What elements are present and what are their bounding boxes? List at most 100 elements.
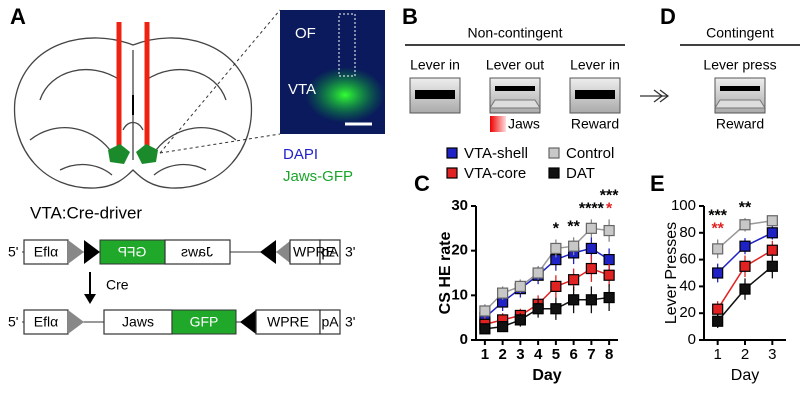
annotation: ****: [579, 201, 605, 218]
construct-after: 5' Eflα Jaws GFP WPRE pA 3': [8, 309, 355, 335]
annotation: **: [711, 221, 724, 238]
gfp-signal: [305, 67, 385, 123]
construct-element: WPRE: [267, 314, 309, 330]
y-tick-label: 20: [679, 304, 696, 321]
x-tick-label: 6: [569, 346, 577, 363]
step-note: Reward: [571, 116, 619, 132]
marker: [585, 262, 597, 275]
marker: [514, 280, 526, 292]
marker: [739, 260, 751, 272]
marker: [766, 260, 778, 272]
y-tick-label: 10: [451, 286, 468, 303]
step-label: Lever press: [703, 57, 776, 73]
lever-icon: [409, 77, 461, 114]
construct-end: 3': [345, 314, 355, 330]
marker: [739, 240, 751, 252]
annotation: **: [739, 199, 752, 216]
marker: [532, 303, 544, 315]
marker: [585, 242, 597, 255]
annotation: *: [553, 221, 560, 238]
marker: [712, 315, 724, 327]
marker: [603, 291, 615, 304]
marker: [739, 283, 751, 295]
y-axis-label: Lever Presses: [663, 222, 680, 324]
inset-label: OF: [295, 25, 316, 42]
legend-label: VTA-shell: [464, 145, 528, 162]
brain-outline: [13, 37, 253, 189]
schedule-title: Non-contingent: [468, 25, 563, 41]
mouse-line: VTA:Cre-driver: [30, 203, 142, 222]
step-label: Lever in: [410, 57, 460, 73]
construct-element: Eflα: [34, 314, 58, 330]
legend-label: VTA-core: [464, 165, 526, 182]
zoom-line: [159, 9, 281, 154]
laser-icon: [490, 116, 506, 132]
lever-icon: [569, 77, 621, 114]
panel-label: A: [10, 4, 26, 29]
x-tick-label: 2: [498, 346, 506, 363]
x-tick-label: 5: [552, 346, 560, 363]
annotation: *: [606, 201, 613, 218]
step-label: Lever out: [486, 57, 544, 73]
legend-marker: [548, 167, 560, 179]
x-tick-label: 1: [481, 346, 489, 363]
x-tick-label: 8: [605, 346, 613, 363]
x-axis-label: Day: [731, 367, 759, 384]
marker: [585, 294, 597, 306]
construct-element: Eflα: [34, 244, 58, 260]
marker: [497, 321, 509, 333]
fiber-track: [338, 13, 356, 77]
x-tick-label: 1: [713, 346, 721, 363]
panel-label: C: [414, 171, 430, 196]
marker: [739, 219, 751, 231]
stain-label: DAPI: [283, 146, 318, 163]
marker: [550, 280, 562, 292]
marker: [585, 222, 597, 234]
marker: [766, 215, 778, 227]
construct-element: GFP: [190, 314, 219, 330]
marker: [532, 267, 544, 279]
arrow-head: [84, 294, 96, 304]
x-tick-label: 4: [534, 346, 543, 363]
x-tick-label: 2: [741, 346, 749, 363]
y-tick-label: 100: [671, 197, 696, 214]
marker: [479, 305, 491, 317]
panel-label: E: [650, 171, 665, 196]
construct-end: 3': [345, 244, 355, 260]
construct-element: Jaws: [181, 244, 213, 260]
marker: [497, 287, 509, 299]
construct-before: 5' Eflα GFP Jaws WPRE pA 3': [8, 239, 355, 265]
marker: [712, 303, 724, 315]
marker: [568, 240, 580, 252]
vta-region: [108, 144, 130, 164]
zoom-line: [159, 133, 281, 154]
legend-label: Control: [566, 145, 614, 162]
legend-marker: [446, 167, 458, 179]
legend-label: DAT: [566, 165, 595, 182]
construct-end: 5': [8, 314, 18, 330]
panel-label: B: [402, 4, 418, 29]
step-note: Reward: [716, 116, 764, 132]
lever-icon: [489, 77, 541, 114]
y-axis-label: CS HE rate: [437, 232, 454, 315]
x-tick-label: 3: [516, 346, 524, 363]
stain-label: Jaws-GFP: [283, 168, 353, 185]
marker: [514, 314, 526, 326]
marker: [568, 274, 580, 286]
marker: [712, 267, 724, 279]
construct-element: Jaws: [122, 314, 154, 330]
marker: [550, 303, 562, 315]
legend-marker: [446, 147, 458, 159]
y-tick-label: 0: [460, 331, 468, 348]
y-tick-label: 80: [679, 224, 696, 241]
marker: [603, 254, 615, 266]
marker: [766, 227, 778, 239]
y-tick-label: 30: [451, 197, 468, 214]
marker: [712, 243, 724, 255]
marker: [550, 242, 562, 255]
step-note: Jaws: [508, 116, 540, 132]
marker: [603, 224, 615, 237]
inset-label: VTA: [288, 81, 316, 98]
x-axis-label: Day: [532, 367, 561, 384]
recombinase: Cre: [106, 277, 129, 293]
